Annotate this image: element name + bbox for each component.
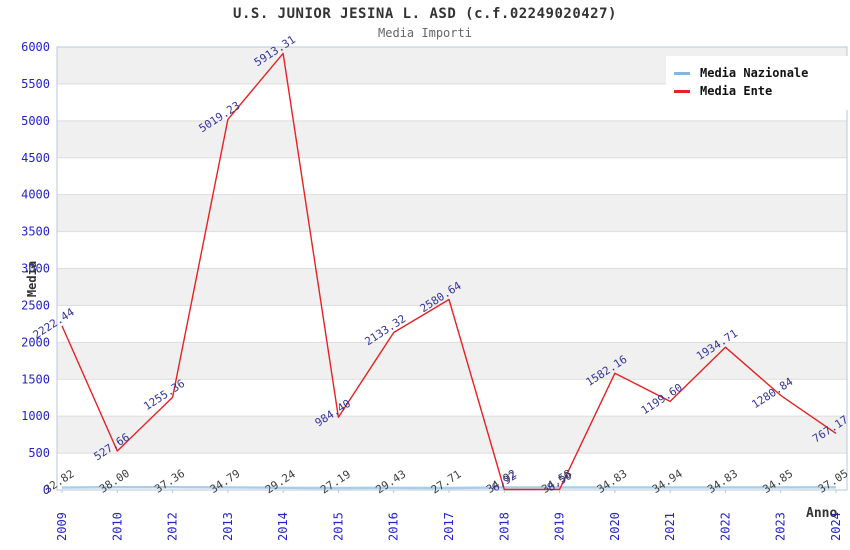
y-tick-label: 2000 xyxy=(21,335,50,349)
x-tick-label: 2014 xyxy=(276,512,290,541)
legend-label: Media Ente xyxy=(700,84,773,98)
y-axis-title: Media xyxy=(25,260,40,298)
y-tick-label: 4000 xyxy=(21,188,50,202)
chart-subtitle: Media Importi xyxy=(378,26,472,40)
y-tick-label: 2500 xyxy=(21,298,50,312)
y-tick-label: 0 xyxy=(43,483,50,497)
chart-title: U.S. JUNIOR JESINA L. ASD (c.f.022490204… xyxy=(233,6,617,22)
legend-swatch-icon xyxy=(674,89,690,93)
legend-item-media-nazionale[interactable]: Media Nazionale xyxy=(674,66,842,80)
y-tick-label: 3500 xyxy=(21,225,50,239)
y-tick-label: 5500 xyxy=(21,77,50,91)
media-nazionale-line xyxy=(61,486,837,490)
y-tick-label: 4500 xyxy=(21,151,50,165)
x-tick-label: 2024 xyxy=(829,512,843,541)
plot-band xyxy=(57,231,847,269)
plot-band xyxy=(57,120,847,158)
x-tick-label: 2016 xyxy=(387,512,401,541)
plot-band xyxy=(57,342,847,380)
x-axis-title: Anno xyxy=(806,506,838,521)
x-tick-label: 2021 xyxy=(663,512,677,541)
legend-swatch-icon xyxy=(674,71,690,75)
media-ente-line xyxy=(61,52,837,491)
plot-band xyxy=(57,379,847,417)
plot-band xyxy=(57,453,847,490)
x-tick-label: 2009 xyxy=(55,512,69,541)
x-tick-label: 2019 xyxy=(553,512,567,541)
x-tick-label: 2017 xyxy=(442,512,456,541)
x-tick-label: 2018 xyxy=(497,512,511,541)
y-tick-label: 5000 xyxy=(21,114,50,128)
plot-band xyxy=(57,416,847,454)
chart-legend: Media Nazionale Media Ente xyxy=(666,56,850,110)
plot-border xyxy=(56,46,848,491)
legend-label: Media Nazionale xyxy=(700,66,809,80)
y-tick-label: 1000 xyxy=(21,409,50,423)
plot-band xyxy=(57,268,847,306)
y-tick-label: 1500 xyxy=(21,372,50,386)
plot-band xyxy=(57,157,847,195)
y-tick-label: 3000 xyxy=(21,262,50,276)
x-tick-label: 2010 xyxy=(110,512,124,541)
y-tick-label: 500 xyxy=(28,446,50,460)
x-tick-label: 2012 xyxy=(166,512,180,541)
x-tick-label: 2020 xyxy=(608,512,622,541)
x-tick-label: 2015 xyxy=(331,512,345,541)
legend-item-media-ente[interactable]: Media Ente xyxy=(674,84,842,98)
x-tick-label: 2013 xyxy=(221,512,235,541)
y-tick-label: 6000 xyxy=(21,40,50,54)
plot-band xyxy=(57,194,847,232)
x-tick-label: 2022 xyxy=(718,512,732,541)
x-tick-label: 2023 xyxy=(774,512,788,541)
